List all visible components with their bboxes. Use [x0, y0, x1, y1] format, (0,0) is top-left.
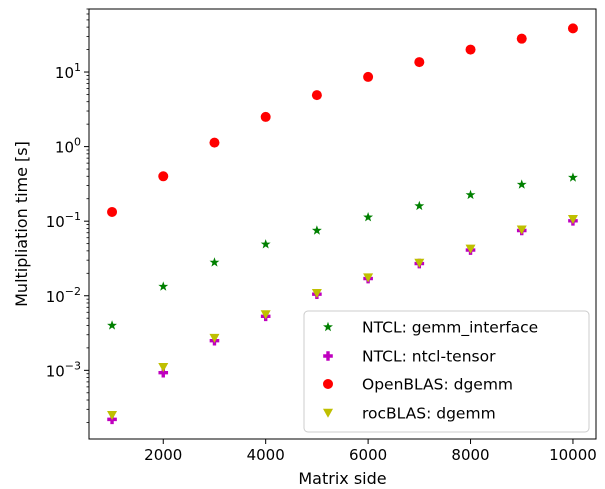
- y-axis-label: Multipliation time [s]: [12, 141, 31, 307]
- legend-marker: [323, 379, 333, 389]
- legend: NTCL: gemm_interface NTCL: ntcl-tensor Ope…: [303, 310, 590, 433]
- data-point: [158, 281, 169, 291]
- legend-marker: [323, 321, 333, 332]
- data-point: [516, 33, 527, 44]
- data-point: [209, 257, 220, 267]
- data-point: [567, 215, 578, 225]
- data-point: [209, 137, 220, 148]
- y-tick-label: 10−2: [46, 285, 81, 306]
- data-point: [465, 244, 476, 254]
- data-point: [568, 172, 578, 182]
- legend-label: NTCL: gemm_interface: [362, 319, 538, 338]
- x-tick-label: 2000: [144, 446, 182, 464]
- data-point: [107, 206, 118, 217]
- legend-label: NTCL: ntcl-tensor: [362, 348, 496, 366]
- x-tick-label: 6000: [349, 446, 387, 464]
- data-point: [465, 44, 476, 55]
- x-tick-label: 8000: [451, 446, 489, 464]
- data-point: [363, 273, 374, 283]
- data-point: [311, 225, 322, 235]
- data-point: [260, 239, 271, 249]
- data-point: [567, 23, 578, 34]
- data-point: [209, 333, 220, 343]
- y-tick-label: 10−3: [46, 359, 81, 380]
- data-point: [516, 179, 527, 189]
- data-point: [414, 258, 425, 268]
- data-point: [414, 200, 425, 211]
- x-axis-label: Matrix side: [298, 469, 386, 488]
- data-point: [363, 212, 374, 222]
- data-point: [311, 90, 322, 101]
- series-star: [107, 172, 578, 330]
- series-circle: [107, 23, 578, 217]
- axis-ticks: 2000 4000 6000 8000 10000 10−3 10−2 10−1 100 101: [46, 61, 597, 464]
- legend-label: OpenBLAS: dgemm: [362, 376, 513, 394]
- data-point: [158, 362, 169, 372]
- y-minor-ticks: [86, 8, 89, 423]
- y-tick-label: 101: [55, 61, 81, 82]
- data-point: [311, 289, 322, 299]
- data-point: [363, 71, 374, 82]
- data-point: [107, 410, 118, 420]
- data-point: [414, 57, 425, 68]
- legend-marker: [323, 408, 333, 418]
- legend-frame: [303, 310, 590, 433]
- legend-marker: [323, 351, 333, 361]
- data-point: [260, 111, 271, 122]
- data-marks: [107, 23, 578, 425]
- series-triangle-down: [107, 215, 578, 420]
- data-point: [260, 310, 271, 320]
- legend-label: rocBLAS: dgemm: [362, 405, 496, 423]
- x-tick-label: 10000: [549, 446, 597, 464]
- data-point: [107, 320, 117, 330]
- y-tick-label: 10−1: [46, 210, 81, 231]
- data-point: [158, 367, 169, 378]
- x-tick-label: 4000: [247, 446, 285, 464]
- data-point: [516, 225, 527, 235]
- data-point: [158, 171, 169, 182]
- y-tick-label: 100: [55, 136, 81, 157]
- data-point: [465, 189, 476, 200]
